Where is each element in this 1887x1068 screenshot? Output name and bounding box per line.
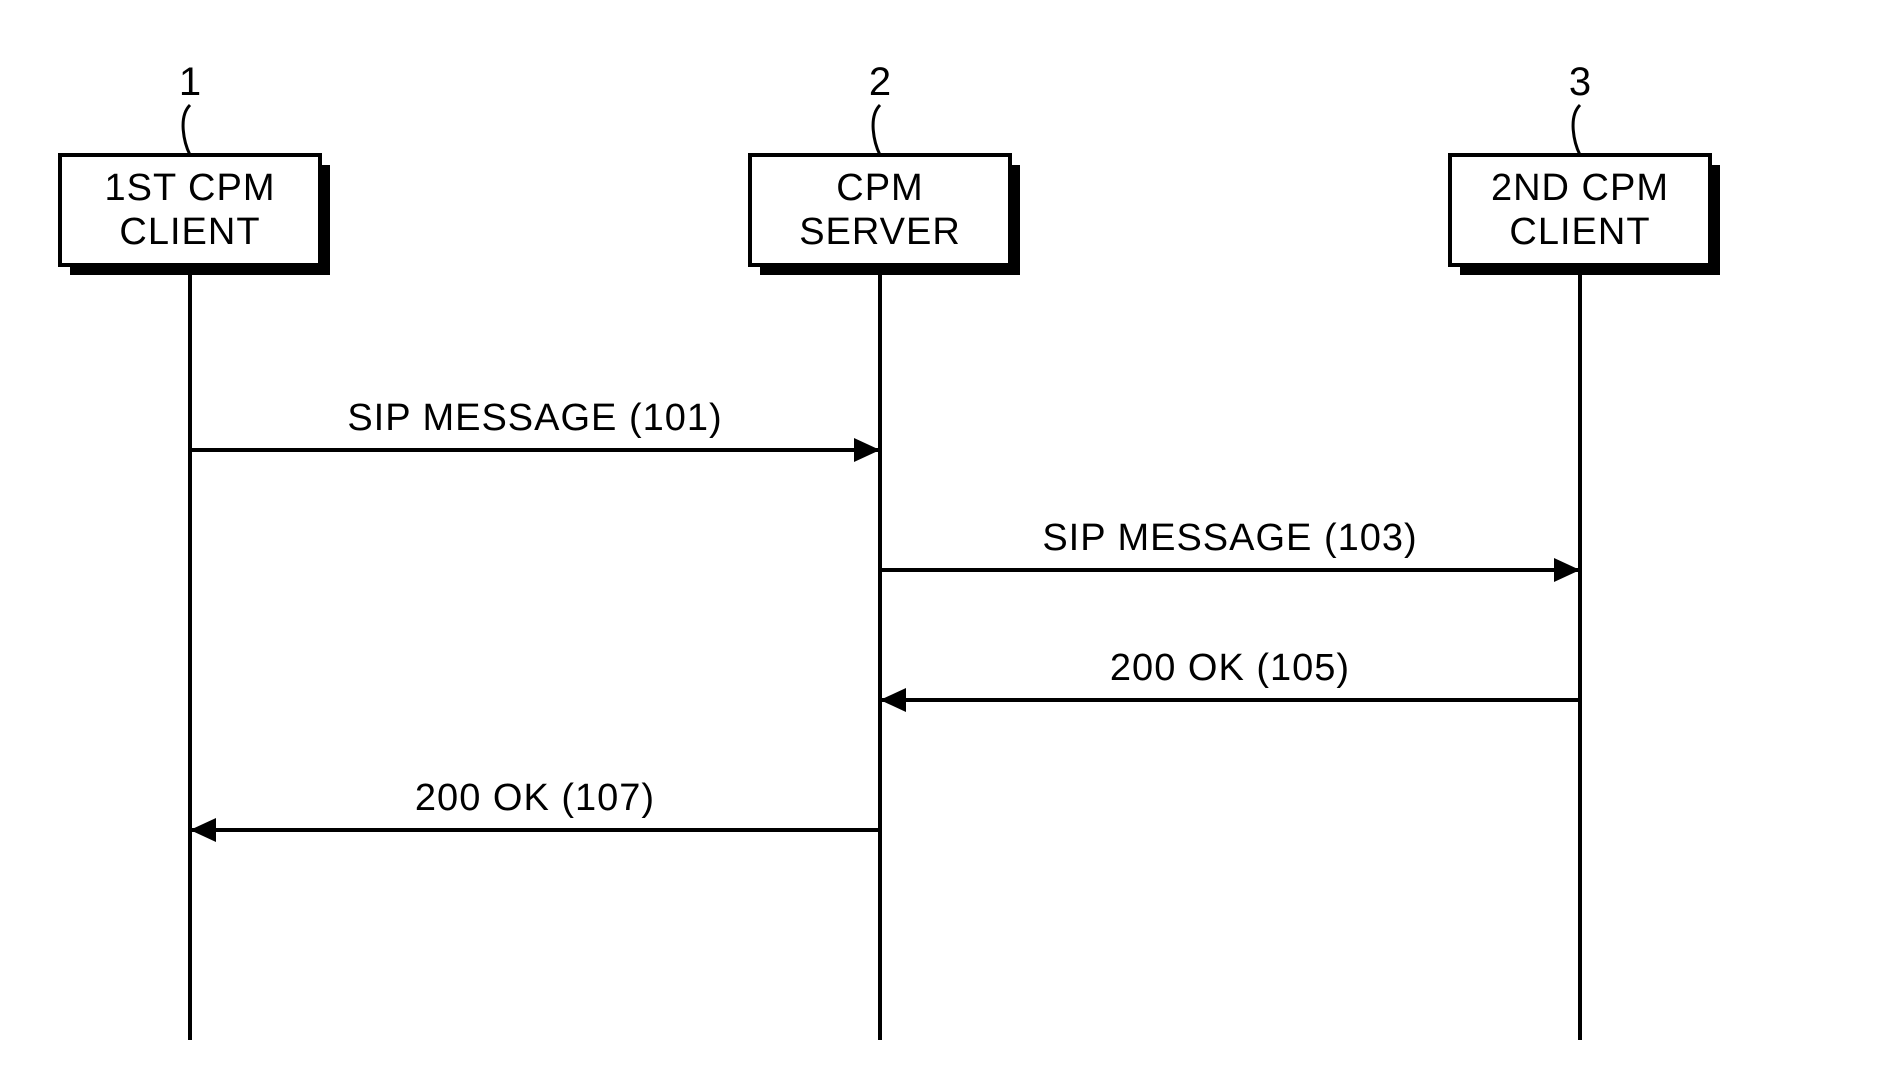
actor-tick (183, 105, 190, 155)
message-arrowhead (880, 688, 906, 712)
message-arrowhead (1554, 558, 1580, 582)
sequence-diagram: 11ST CPMCLIENT2CPMSERVER32ND CPMCLIENTSI… (0, 0, 1887, 1068)
actor-id-1: 1 (179, 60, 201, 104)
actor-id-2: 2 (869, 60, 891, 104)
actor-label-bottom: CLIENT (119, 211, 260, 253)
actor-label-top: CPM (836, 167, 923, 209)
actor-label-bottom: CLIENT (1509, 211, 1650, 253)
message-label: SIP MESSAGE (103) (1042, 517, 1417, 559)
actor-id-3: 3 (1569, 60, 1591, 104)
message-label: 200 OK (107) (415, 777, 655, 819)
actor-label-top: 2ND CPM (1491, 167, 1669, 209)
actor-tick (873, 105, 880, 155)
message-arrowhead (854, 438, 880, 462)
message-label: 200 OK (105) (1110, 647, 1350, 689)
actor-label-top: 1ST CPM (104, 167, 275, 209)
actor-tick (1573, 105, 1580, 155)
actor-label-bottom: SERVER (799, 211, 961, 253)
message-arrowhead (190, 818, 216, 842)
message-label: SIP MESSAGE (101) (347, 397, 722, 439)
